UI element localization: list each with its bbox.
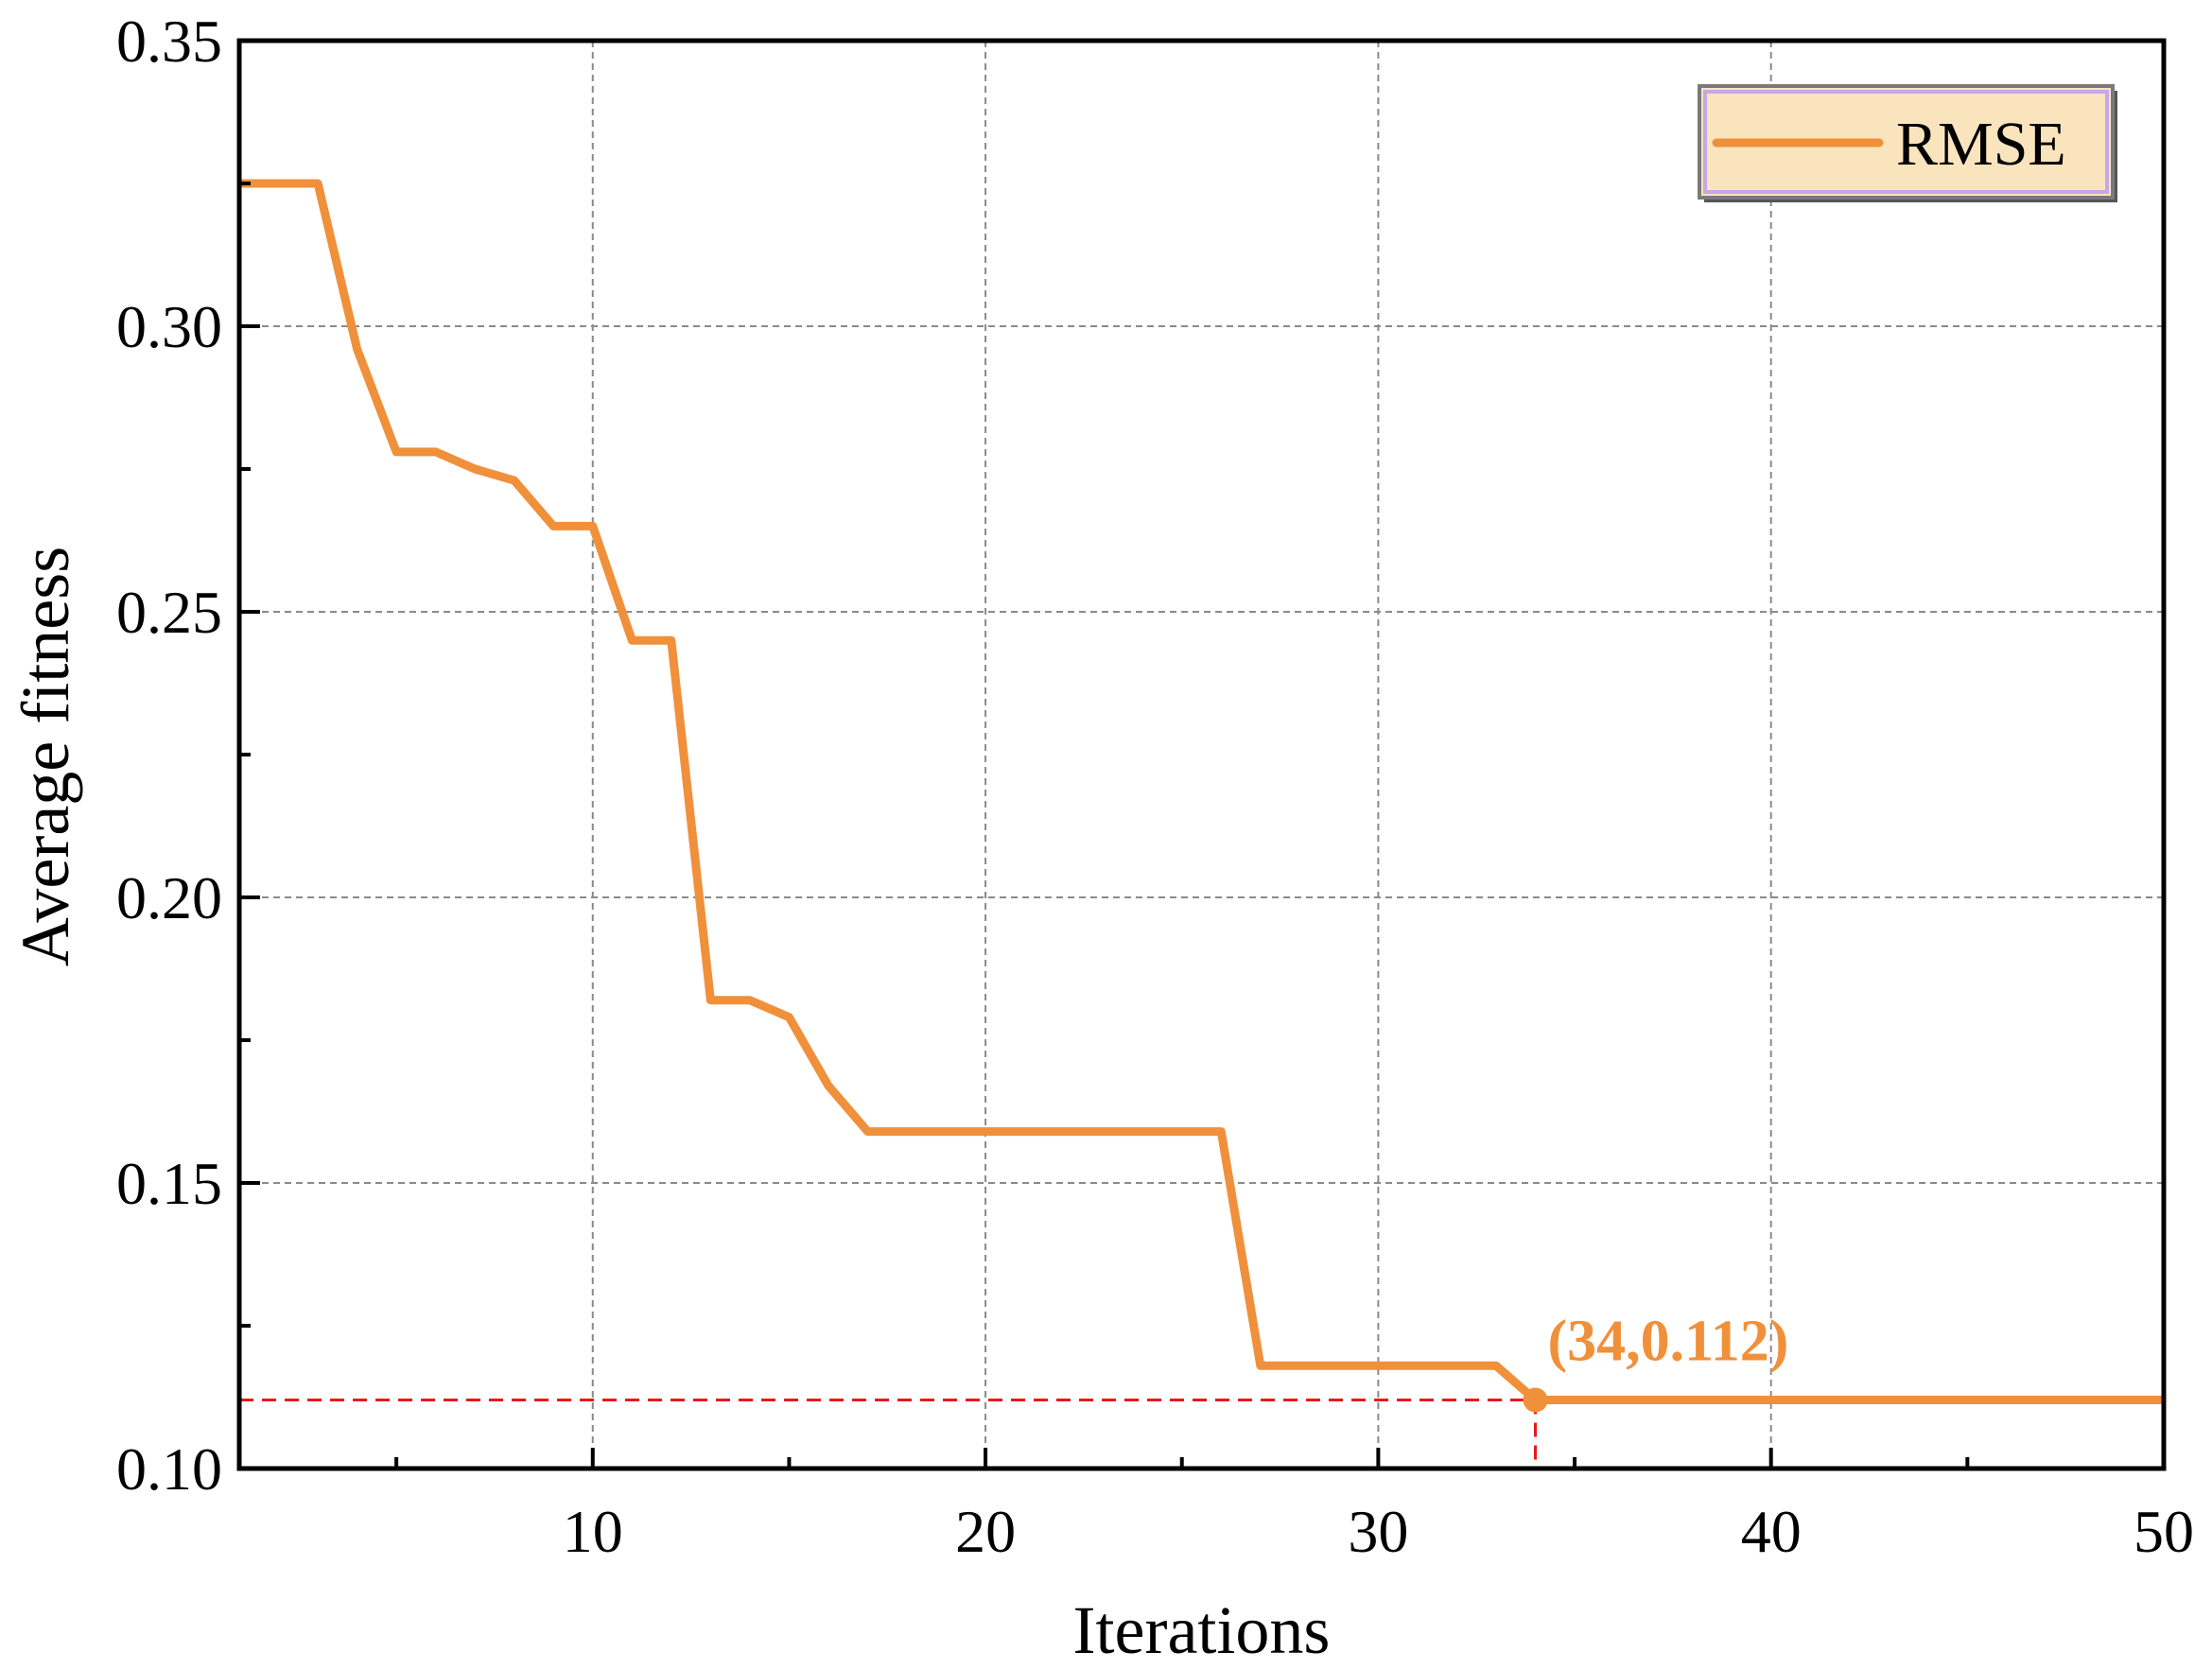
y-tick-label-0.15: 0.15	[116, 1150, 222, 1217]
tick-labels: 10 20 30 40 50 0.10 0.15 0.20 0.25 0.30 0.35	[116, 8, 2194, 1565]
x-tick-label-50: 50	[2134, 1498, 2194, 1565]
plot-frame	[236, 38, 2167, 1471]
grid	[239, 41, 2164, 1469]
legend: RMSE	[1698, 84, 2117, 202]
annotation-label: (34,0.112)	[1548, 1310, 1789, 1374]
annotation-guides	[239, 1399, 1538, 1469]
x-tick-label-10: 10	[563, 1498, 623, 1565]
legend-inner-border	[1703, 90, 2109, 194]
x-tick-label-40: 40	[1741, 1498, 1802, 1565]
y-axis-title: Average fitness	[8, 547, 83, 966]
x-axis-title: Iterations	[1073, 1592, 1331, 1668]
series-layer	[239, 179, 2164, 1413]
x-tick-label-30: 30	[1348, 1498, 1408, 1565]
y-tick-label-0.35: 0.35	[116, 8, 222, 75]
y-tick-label-0.30: 0.30	[116, 293, 222, 360]
y-tick-label-0.20: 0.20	[116, 864, 222, 931]
y-tick-label-0.10: 0.10	[116, 1435, 222, 1503]
y-tick-label-0.25: 0.25	[116, 579, 222, 646]
axis-ticks	[239, 39, 2166, 1470]
series-line-rmse	[239, 179, 2164, 1404]
annotation-marker	[1523, 1387, 1548, 1413]
x-tick-label-20: 20	[955, 1498, 1016, 1565]
legend-label-rmse: RMSE	[1896, 110, 2066, 179]
